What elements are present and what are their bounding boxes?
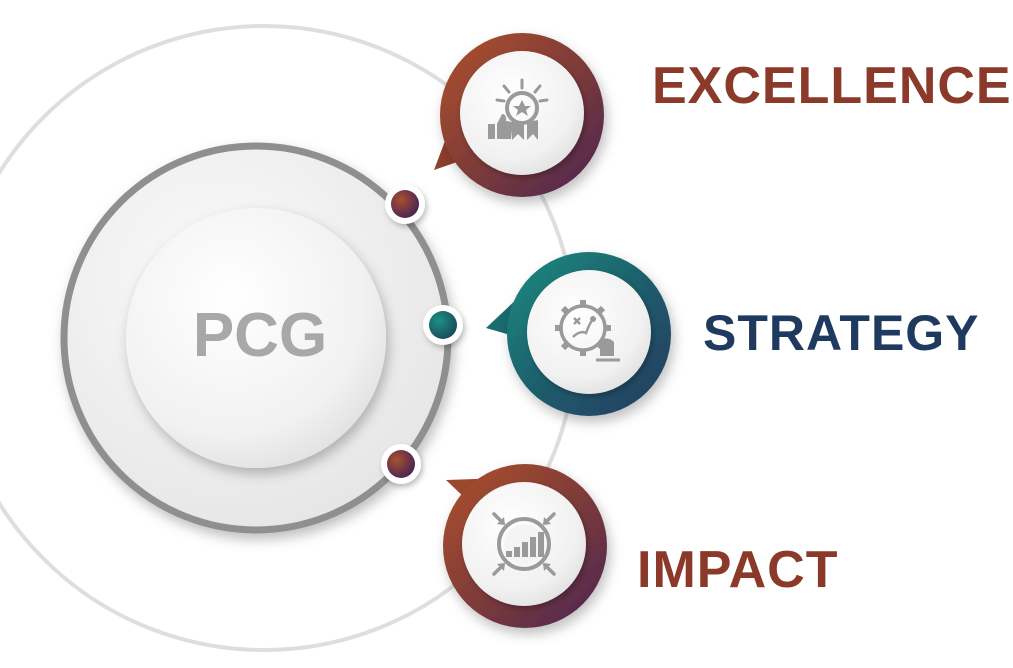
impact-chart-icon bbox=[492, 512, 556, 576]
strategy-gear-icon bbox=[555, 300, 620, 362]
connector-dot-impact bbox=[381, 444, 421, 484]
center-label: PCG bbox=[192, 301, 328, 370]
bubble-excellence bbox=[434, 33, 604, 197]
bubble-strategy bbox=[486, 252, 671, 416]
label-impact: IMPACT bbox=[637, 541, 839, 599]
connector-dot-strategy bbox=[423, 305, 463, 345]
label-strategy: STRATEGY bbox=[703, 305, 980, 361]
connector-dot-excellence bbox=[385, 184, 425, 224]
bubble-impact bbox=[443, 464, 607, 628]
center-hub bbox=[60, 142, 452, 534]
label-excellence: EXCELLENCE bbox=[652, 57, 1012, 115]
award-icon bbox=[488, 78, 549, 140]
